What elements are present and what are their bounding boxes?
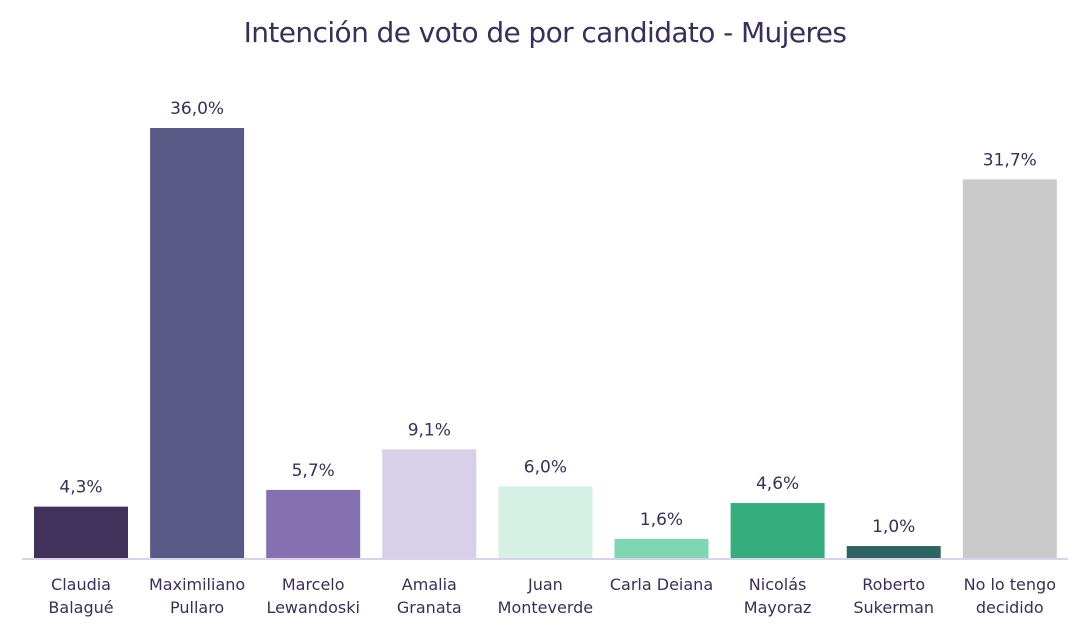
- bar: [730, 503, 825, 558]
- x-tick-label: Amalia Granata: [397, 575, 462, 617]
- x-tick-label-line: Nicolás: [749, 575, 807, 594]
- data-label: 31,7%: [983, 150, 1037, 170]
- bar: [846, 546, 941, 558]
- x-tick-label: Carla Deiana: [610, 575, 713, 594]
- data-label: 9,1%: [408, 420, 451, 440]
- data-label: 6,0%: [524, 457, 567, 477]
- x-tick-label-line: Sukerman: [853, 598, 934, 617]
- data-label: 4,6%: [756, 474, 799, 494]
- x-tick-label-line: Pullaro: [170, 598, 224, 617]
- x-tick-label-line: Roberto: [862, 575, 925, 594]
- x-tick-label-line: decidido: [976, 598, 1044, 617]
- x-tick-label-line: Juan: [527, 575, 563, 594]
- bar: [962, 179, 1057, 558]
- x-tick-label-line: Claudia: [51, 575, 111, 594]
- x-tick-label: Claudia Balagué: [48, 575, 113, 617]
- x-tick-label-line: Balagué: [48, 598, 113, 617]
- x-tick-label: Maximiliano Pullaro: [149, 575, 245, 617]
- x-tick-label-line: Carla Deiana: [610, 575, 713, 594]
- data-label: 4,3%: [59, 478, 102, 498]
- x-tick-label-line: Granata: [397, 598, 462, 617]
- x-tick-label-line: Marcelo: [282, 575, 345, 594]
- x-tick-label-line: Amalia: [402, 575, 457, 594]
- x-tick-label: Juan Monteverde: [498, 575, 593, 617]
- x-tick-label-line: Maximiliano: [149, 575, 245, 594]
- bar: [34, 506, 128, 558]
- x-tick-label-line: Lewandoski: [266, 598, 360, 617]
- x-tick-label: No lo tengo decidido: [964, 575, 1056, 617]
- x-tick-label: Marcelo Lewandoski: [266, 575, 360, 617]
- x-tick-label-line: Monteverde: [498, 598, 593, 617]
- chart-title: Intención de voto de por candidato - Muj…: [243, 16, 847, 49]
- data-label: 5,7%: [292, 461, 335, 481]
- data-label: 1,0%: [872, 517, 915, 537]
- bar: [150, 128, 245, 558]
- bar: [382, 449, 477, 558]
- data-label: 36,0%: [170, 99, 224, 119]
- x-tick-label: Roberto Sukerman: [853, 575, 934, 617]
- bar: [498, 486, 593, 558]
- bar: [614, 538, 709, 558]
- x-tick-label-line: Mayoraz: [744, 598, 812, 617]
- x-tick-label: Nicolás Mayoraz: [744, 575, 812, 617]
- bar: [266, 489, 361, 558]
- data-label: 1,6%: [640, 510, 683, 530]
- x-tick-label-line: No lo tengo: [964, 575, 1056, 594]
